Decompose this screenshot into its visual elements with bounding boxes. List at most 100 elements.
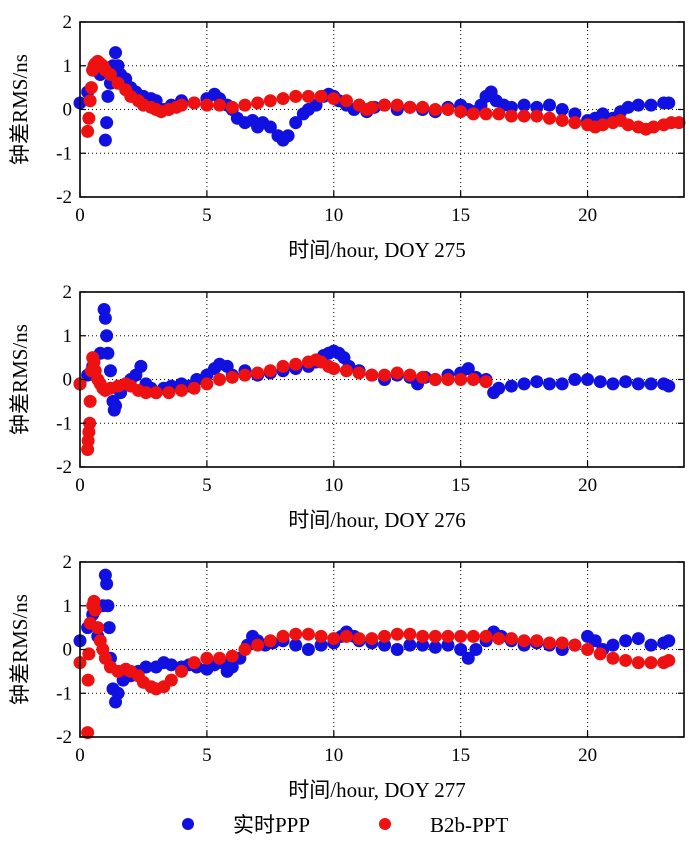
data-point-b2b xyxy=(352,366,366,380)
data-point-b2b xyxy=(428,629,442,643)
data-point-b2b xyxy=(390,98,404,112)
data-point-b2b xyxy=(593,647,607,661)
data-point-b2b xyxy=(314,629,328,643)
data-point-ppp xyxy=(542,377,556,391)
data-point-ppp xyxy=(662,634,676,648)
data-point-b2b xyxy=(466,629,480,643)
data-point-b2b xyxy=(88,603,102,617)
data-point-b2b xyxy=(644,656,658,670)
data-point-b2b xyxy=(542,111,556,125)
data-point-ppp xyxy=(619,634,633,648)
data-point-ppp xyxy=(662,379,676,393)
data-point-ppp xyxy=(98,133,112,147)
y-tick-label: -1 xyxy=(56,413,72,434)
data-point-ppp xyxy=(134,359,148,373)
data-point-b2b xyxy=(596,118,610,132)
data-point-b2b xyxy=(454,105,468,119)
x-tick-label: 10 xyxy=(324,205,343,226)
data-point-ppp xyxy=(98,311,112,325)
data-point-b2b xyxy=(403,368,417,382)
data-point-ppp xyxy=(101,346,115,360)
data-point-b2b xyxy=(416,100,430,114)
data-point-b2b xyxy=(441,373,455,386)
data-point-b2b xyxy=(91,621,105,635)
x-tick-label: 20 xyxy=(578,475,597,496)
x-tick-label: 15 xyxy=(451,745,470,766)
data-point-b2b xyxy=(225,649,239,663)
data-point-b2b xyxy=(492,107,506,121)
data-point-ppp xyxy=(101,89,115,103)
x-tick-label: 5 xyxy=(202,205,212,226)
data-point-b2b xyxy=(276,92,290,106)
data-point-b2b xyxy=(365,632,379,646)
data-point-b2b xyxy=(581,643,595,656)
data-point-b2b xyxy=(238,98,252,112)
data-point-b2b xyxy=(162,386,176,400)
data-point-ppp xyxy=(619,375,633,389)
data-point-b2b xyxy=(213,98,227,112)
y-tick-label: 2 xyxy=(63,552,73,573)
data-point-b2b xyxy=(530,109,544,123)
data-point-ppp xyxy=(301,643,315,656)
data-point-b2b xyxy=(416,629,430,643)
data-point-ppp xyxy=(596,107,610,121)
data-point-ppp xyxy=(593,375,607,389)
legend-label: B2b-PPT xyxy=(430,813,508,837)
y-tick-label: -2 xyxy=(56,187,72,208)
x-tick-label: 0 xyxy=(75,205,85,226)
data-point-b2b xyxy=(365,100,379,114)
data-point-ppp xyxy=(281,129,295,143)
data-point-ppp xyxy=(555,377,569,391)
data-point-b2b xyxy=(175,383,189,397)
data-point-ppp xyxy=(631,632,645,646)
data-point-b2b xyxy=(466,373,480,386)
data-point-b2b xyxy=(289,357,303,371)
data-point-ppp xyxy=(428,640,442,654)
x-tick-label: 20 xyxy=(578,745,597,766)
data-point-ppp xyxy=(568,373,582,386)
data-point-ppp xyxy=(517,98,531,112)
data-point-ppp xyxy=(111,686,125,700)
data-point-ppp xyxy=(263,120,277,134)
data-point-b2b xyxy=(416,370,430,384)
data-point-b2b xyxy=(327,362,341,376)
data-point-b2b xyxy=(542,636,556,650)
data-point-b2b xyxy=(187,656,201,670)
data-point-b2b xyxy=(200,377,214,391)
data-point-b2b xyxy=(213,373,227,386)
y-tick-label: -2 xyxy=(56,457,72,478)
data-point-b2b xyxy=(339,94,353,108)
y-axis-title: 钟差RMS/ns xyxy=(8,594,32,705)
data-point-b2b xyxy=(339,629,353,643)
data-point-ppp xyxy=(109,46,123,60)
data-point-ppp xyxy=(530,375,544,389)
data-point-ppp xyxy=(662,96,676,110)
y-tick-label: 0 xyxy=(63,640,73,661)
data-point-b2b xyxy=(251,96,265,110)
y-tick-label: -2 xyxy=(56,727,72,748)
data-point-b2b xyxy=(251,366,265,380)
data-point-b2b xyxy=(339,364,353,378)
data-point-b2b xyxy=(568,638,582,652)
x-tick-label: 10 xyxy=(324,475,343,496)
data-point-b2b xyxy=(378,98,392,112)
x-axis-title: 时间/hour, DOY 276 xyxy=(288,508,465,532)
data-point-b2b xyxy=(175,664,189,678)
y-axis-title: 钟差RMS/ns xyxy=(8,324,32,435)
data-point-b2b xyxy=(479,107,493,121)
data-point-b2b xyxy=(365,368,379,382)
data-point-b2b xyxy=(441,103,455,116)
data-point-b2b xyxy=(263,634,277,648)
data-point-b2b xyxy=(327,92,341,106)
data-point-b2b xyxy=(530,634,544,648)
data-point-ppp xyxy=(100,116,114,130)
data-point-ppp xyxy=(621,100,635,114)
x-tick-label: 5 xyxy=(202,475,212,496)
y-tick-label: 0 xyxy=(63,100,73,121)
data-point-ppp xyxy=(555,103,569,116)
data-point-b2b xyxy=(390,366,404,380)
data-point-b2b xyxy=(81,673,95,687)
data-point-b2b xyxy=(83,94,97,108)
